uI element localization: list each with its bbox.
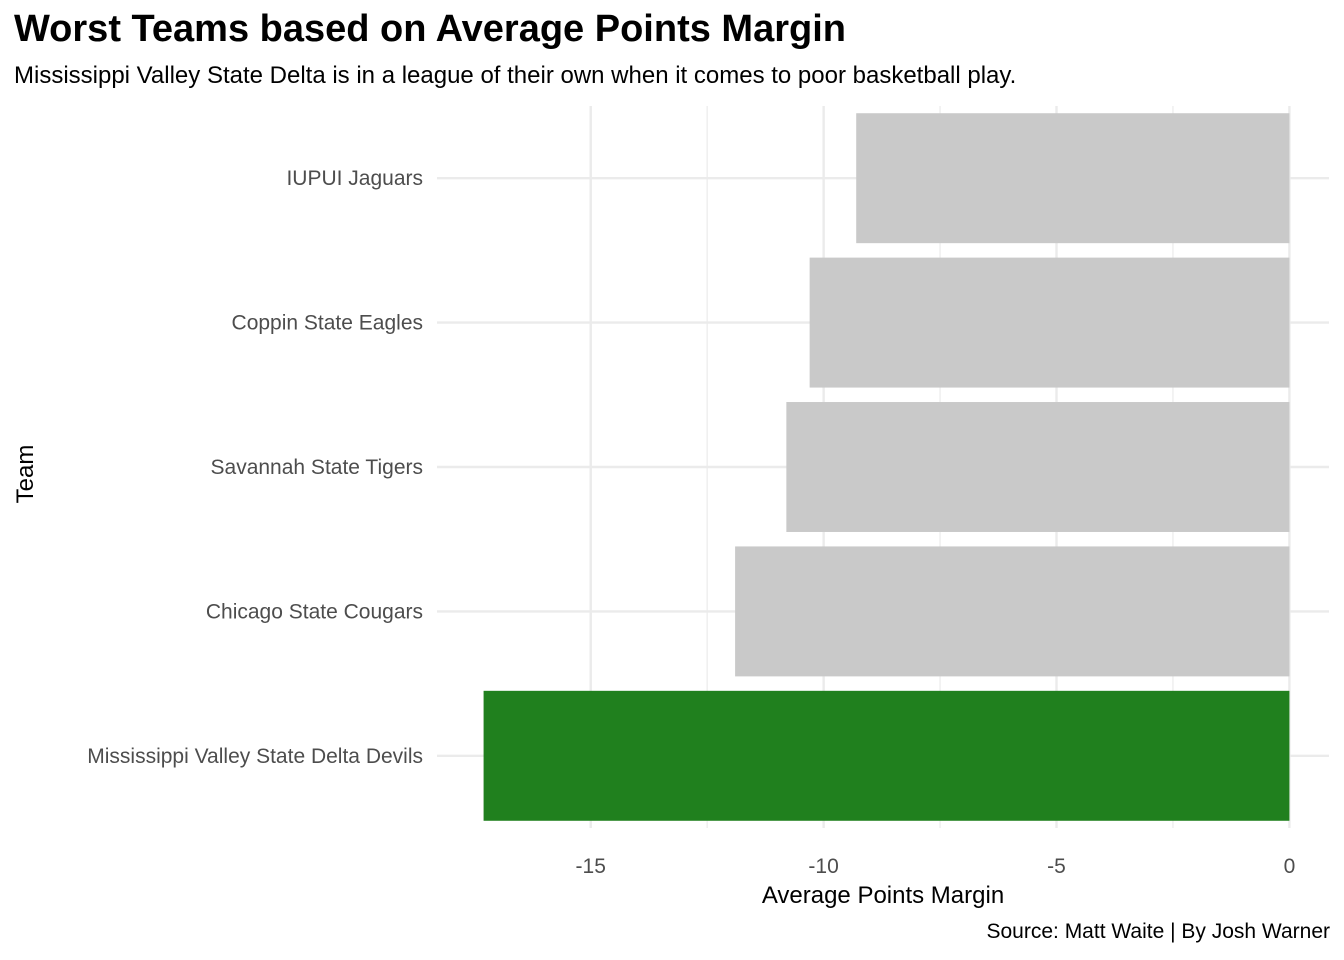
- x-tick-label: 0: [1284, 855, 1296, 878]
- y-tick-label: Chicago State Cougars: [206, 600, 423, 623]
- y-tick-labels: IUPUI Jaguars Coppin State Eagles Savannah…: [87, 167, 423, 768]
- bar: [809, 257, 1290, 388]
- x-axis-title: Average Points Margin: [762, 882, 1004, 909]
- y-tick-label: Coppin State Eagles: [232, 312, 423, 335]
- bars: [483, 113, 1290, 821]
- x-tick-label: -5: [1047, 855, 1066, 878]
- bar: [786, 402, 1290, 532]
- chart-title: Worst Teams based on Average Points Marg…: [14, 8, 846, 50]
- y-tick-label: Mississippi Valley State Delta Devils: [87, 745, 423, 768]
- bar: [735, 546, 1290, 677]
- bar: [483, 690, 1290, 821]
- y-tick-label: Savannah State Tigers: [211, 456, 423, 479]
- y-axis-title: Team: [12, 445, 39, 504]
- x-tick-label: -10: [808, 855, 838, 878]
- x-tick-labels: -15 -10 -5 0: [576, 855, 1296, 878]
- y-tick-label: IUPUI Jaguars: [286, 167, 423, 190]
- x-tick-label: -15: [576, 855, 606, 878]
- chart-caption: Source: Matt Waite | By Josh Warner: [986, 920, 1330, 943]
- bar: [856, 113, 1290, 244]
- chart-subtitle: Mississippi Valley State Delta is in a l…: [14, 62, 1017, 89]
